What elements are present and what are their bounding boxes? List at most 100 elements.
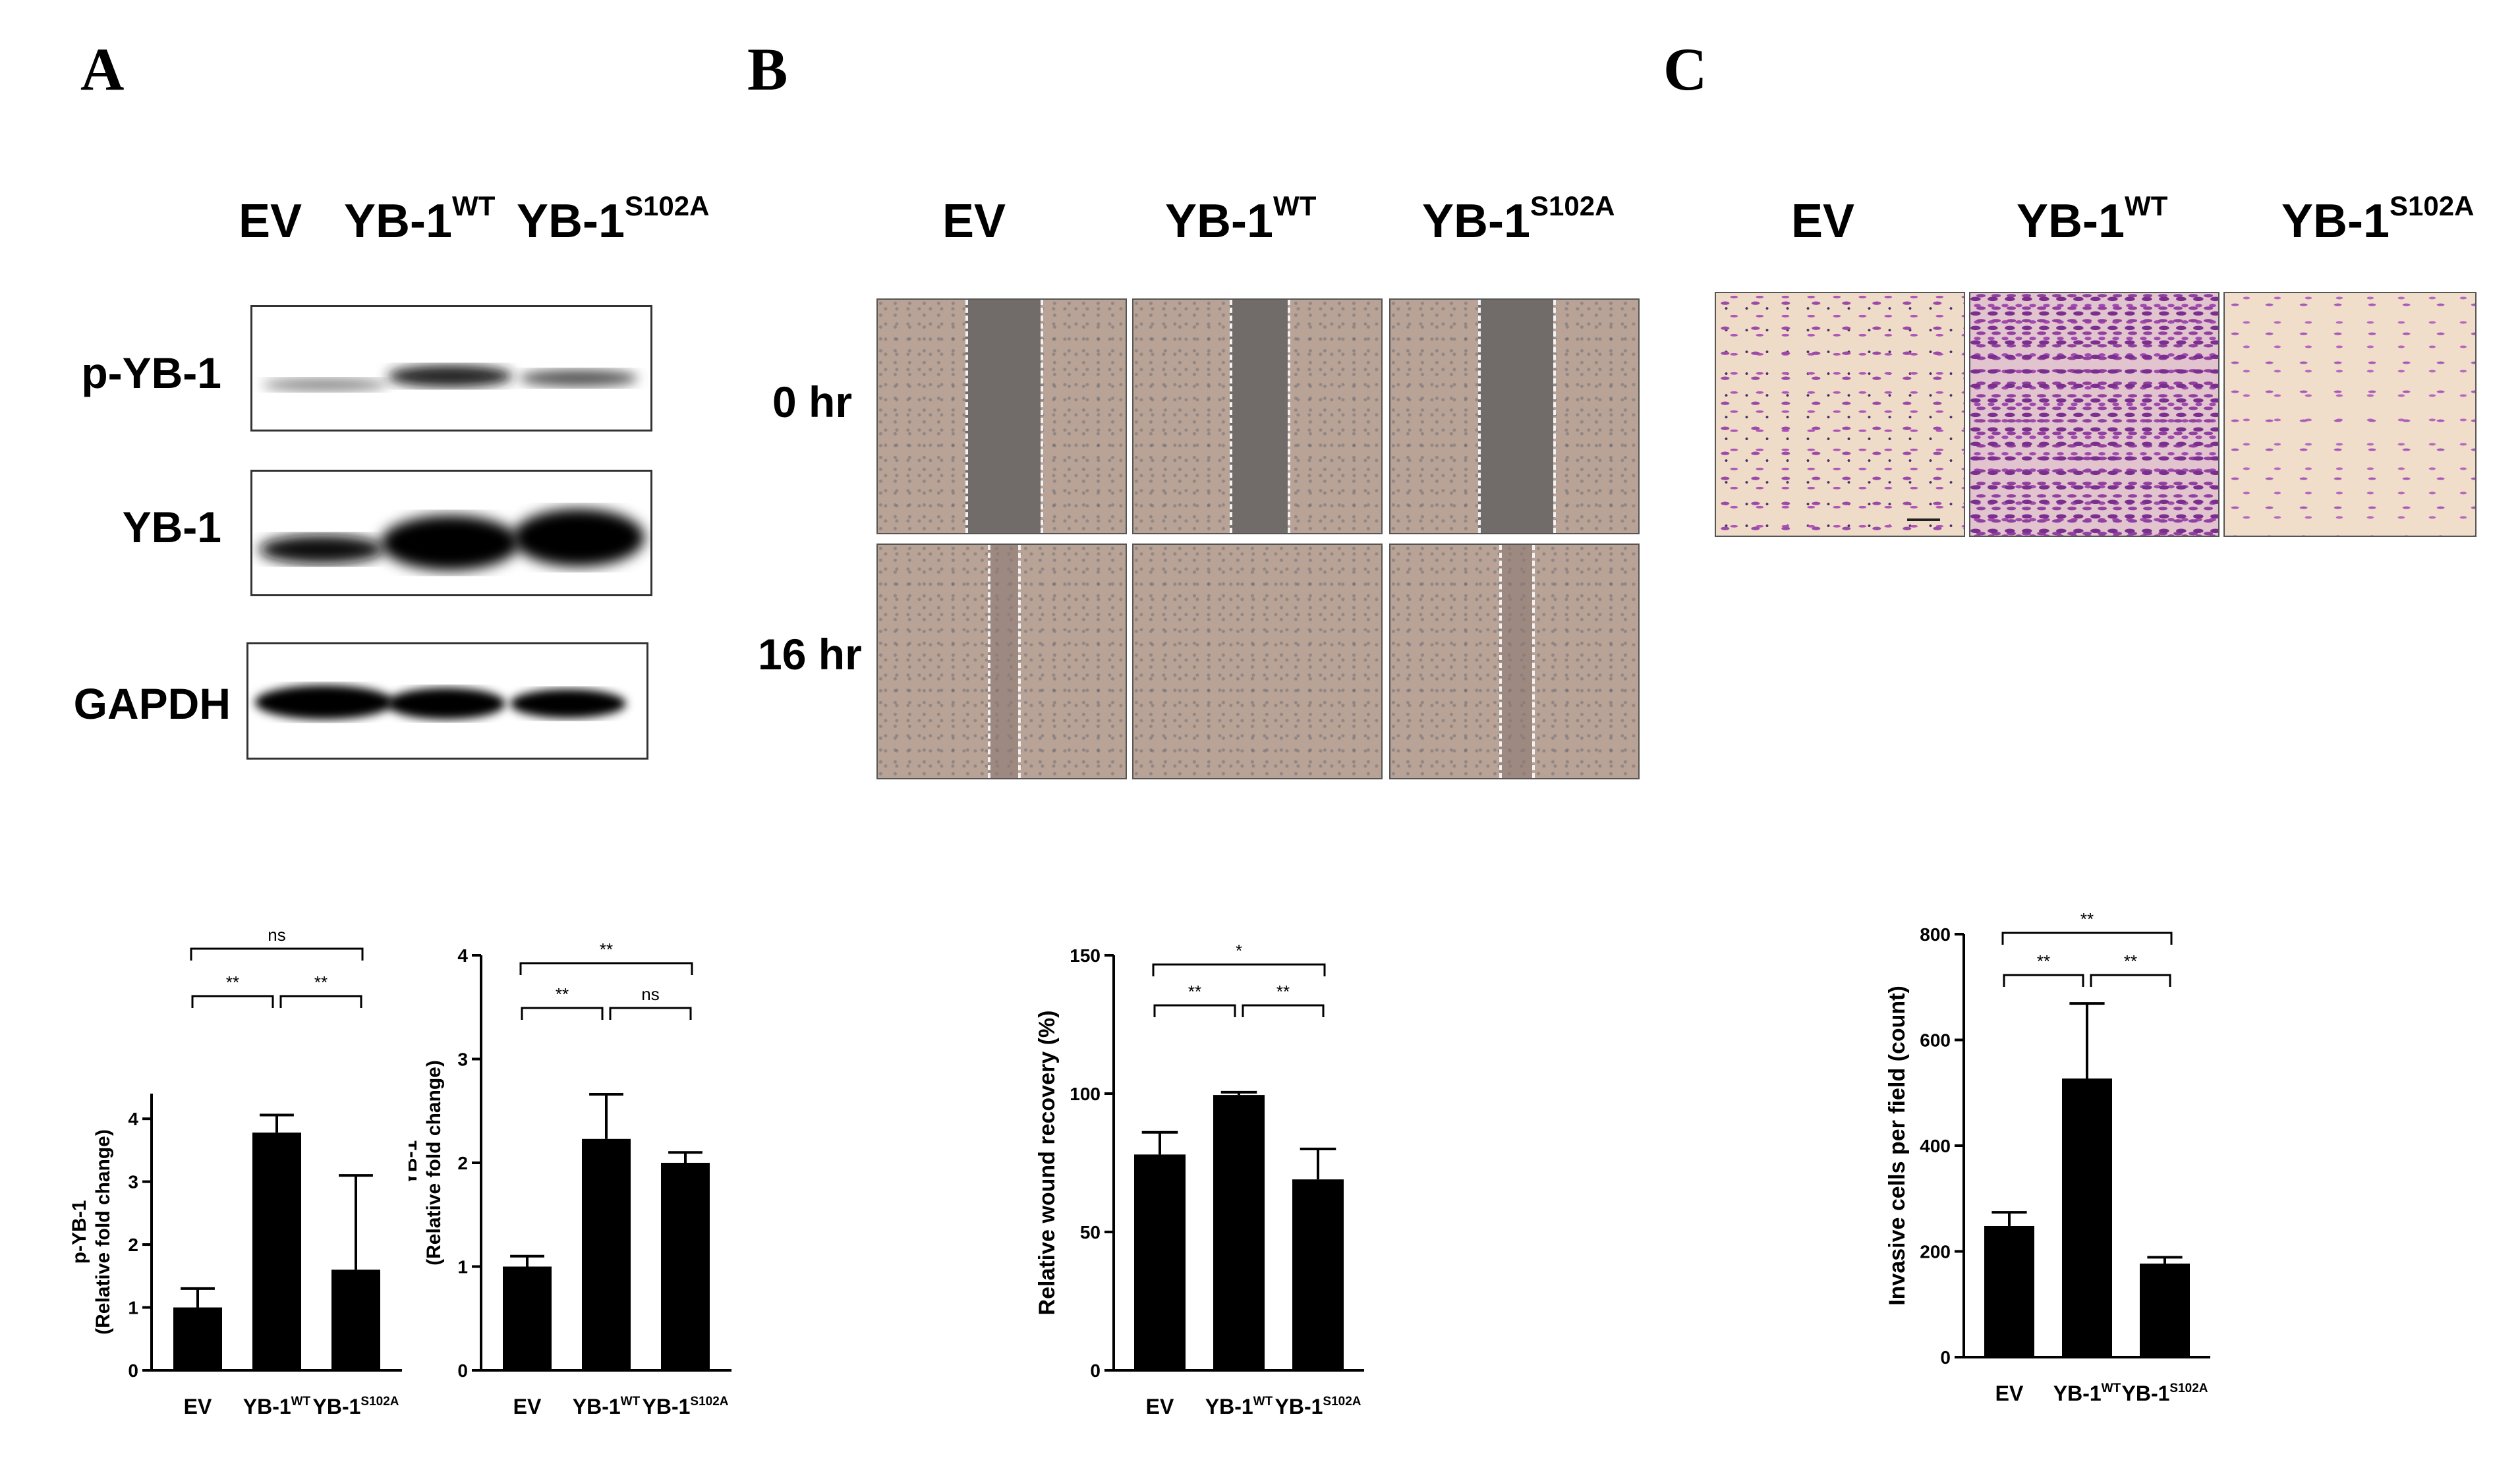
band-p-yb1-s102a	[519, 370, 638, 387]
bar	[252, 1132, 301, 1370]
significance-bracket	[190, 947, 364, 961]
y-tick-label: 3	[128, 1172, 138, 1192]
column-label-ev: EV	[1791, 195, 1855, 248]
wound-edge-line	[988, 545, 991, 778]
y-tick-label: 600	[1920, 1030, 1951, 1051]
x-tick-label: YB-1WT	[2053, 1382, 2121, 1405]
significance-label: ns	[641, 984, 659, 1004]
blot-row-label-p-yb1: p-YB-1	[81, 349, 221, 397]
wound-edge-line	[965, 300, 968, 533]
x-tick-label-base: YB-1	[1274, 1395, 1323, 1418]
invasion-image-yb1-wt	[1969, 292, 2219, 537]
x-tick-label: EV	[1146, 1395, 1174, 1418]
panel-letter-a: A	[80, 36, 125, 103]
wound-image-16hr-yb1-s102a	[1389, 544, 1640, 779]
x-tick-label-sup: WT	[291, 1395, 311, 1409]
bar	[503, 1266, 552, 1370]
wound-image-16hr-ev	[876, 544, 1127, 779]
invasion-image-ev	[1715, 292, 1965, 537]
y-axis-label: (Relative fold change)	[92, 1129, 114, 1335]
significance-bracket	[279, 995, 362, 1008]
x-tick-label: YB-1WT	[1205, 1395, 1273, 1418]
wound-edge-line	[1230, 300, 1233, 533]
band-yb1-s102a	[513, 509, 644, 567]
significance-label: **	[314, 972, 328, 992]
x-tick-label-base: EV	[184, 1395, 212, 1418]
bar	[582, 1138, 631, 1370]
y-tick-label: 0	[457, 1360, 468, 1381]
x-tick-label-sup: WT	[621, 1395, 641, 1409]
x-tick-label: EV	[513, 1395, 542, 1418]
significance-label: **	[600, 939, 613, 959]
x-tick-label-base: EV	[513, 1395, 542, 1418]
y-tick-label: 50	[1080, 1222, 1101, 1243]
column-label-yb1-s102a: YB-1S102A	[517, 190, 710, 248]
bar	[2062, 1078, 2112, 1357]
significance-label: **	[1188, 982, 1201, 1001]
x-tick-label-sup: WT	[1253, 1395, 1273, 1409]
bar	[661, 1163, 710, 1370]
x-tick-label-base: YB-1	[312, 1395, 360, 1418]
wound-gap	[1499, 545, 1532, 778]
significance-label: *	[1236, 941, 1242, 961]
panel-letter-b: B	[747, 36, 788, 103]
wound-gap	[988, 545, 1018, 778]
wound-edge-line	[1041, 300, 1043, 533]
x-tick-label: YB-1WT	[243, 1395, 311, 1418]
wound-edge-line	[1532, 545, 1535, 778]
wound-image-16hr-yb1-wt	[1132, 544, 1383, 779]
chart-invasive-cells: 0 200 400 600 800 Invasive cells per field (c…	[1885, 909, 2210, 1405]
significance-bracket	[519, 962, 693, 975]
significance-bracket	[1242, 1004, 1325, 1017]
x-tick-label-base: EV	[1146, 1395, 1174, 1418]
x-tick-label-base: YB-1	[573, 1395, 621, 1418]
x-tick-label-sup: S102A	[690, 1395, 728, 1409]
wound-edge-line	[1553, 300, 1556, 533]
band-gapdh-s102a	[510, 689, 626, 718]
x-tick-label: YB-1S102A	[642, 1395, 728, 1418]
time-label-16hr: 16 hr	[758, 630, 862, 679]
y-tick-label: 4	[128, 1109, 138, 1129]
x-tick-label-base: YB-1	[642, 1395, 690, 1418]
wound-image-0hr-yb1-s102a	[1389, 298, 1640, 534]
x-tick-label-sup: S102A	[360, 1395, 399, 1409]
x-tick-label: EV	[1995, 1382, 2024, 1405]
band-p-yb1-wt	[387, 365, 513, 387]
band-p-yb1-ev	[262, 378, 387, 391]
x-tick-label-base: YB-1	[1205, 1395, 1253, 1418]
wound-edge-line	[1478, 300, 1481, 533]
band-yb1-wt	[381, 515, 519, 571]
y-tick-label: 800	[1920, 924, 1951, 945]
x-tick-label-base: YB-1	[243, 1395, 291, 1418]
significance-bracket	[1153, 1004, 1236, 1017]
x-tick-label: YB-1S102A	[2121, 1382, 2208, 1405]
y-tick-label: 1	[457, 1257, 468, 1277]
y-axis-label: (Relative fold change)	[423, 1060, 445, 1266]
significance-label: **	[2080, 909, 2094, 929]
band-gapdh-wt	[387, 688, 505, 719]
significance-label: **	[2037, 951, 2050, 971]
blot-yb1	[250, 470, 652, 596]
y-tick-label: 200	[1920, 1242, 1951, 1262]
bar	[2140, 1263, 2190, 1357]
significance-bracket	[521, 1007, 604, 1020]
y-tick-label: 150	[1070, 945, 1101, 966]
x-tick-label-sup: S102A	[2169, 1382, 2208, 1395]
y-tick-label: 0	[1090, 1360, 1101, 1381]
column-label-yb1-wt: YB-1WT	[2017, 190, 2168, 248]
column-label-yb1-wt: YB-1WT	[1165, 190, 1317, 248]
y-axis-label: Relative wound recovery (%)	[1035, 1011, 1060, 1316]
significance-bracket	[191, 995, 274, 1008]
significance-bracket	[2090, 974, 2171, 987]
significance-label: **	[226, 972, 239, 992]
scale-bar	[1907, 518, 1940, 521]
bar	[1292, 1179, 1344, 1370]
blot-yb1-bands	[259, 509, 644, 571]
x-tick-label-sup: WT	[2102, 1382, 2121, 1395]
column-label-ev: EV	[239, 195, 302, 248]
significance-label: **	[556, 984, 569, 1004]
panel-letter-c: C	[1663, 36, 1707, 103]
y-axis-label: Invasive cells per field (count)	[1885, 986, 1910, 1306]
wound-image-0hr-ev	[876, 298, 1127, 534]
